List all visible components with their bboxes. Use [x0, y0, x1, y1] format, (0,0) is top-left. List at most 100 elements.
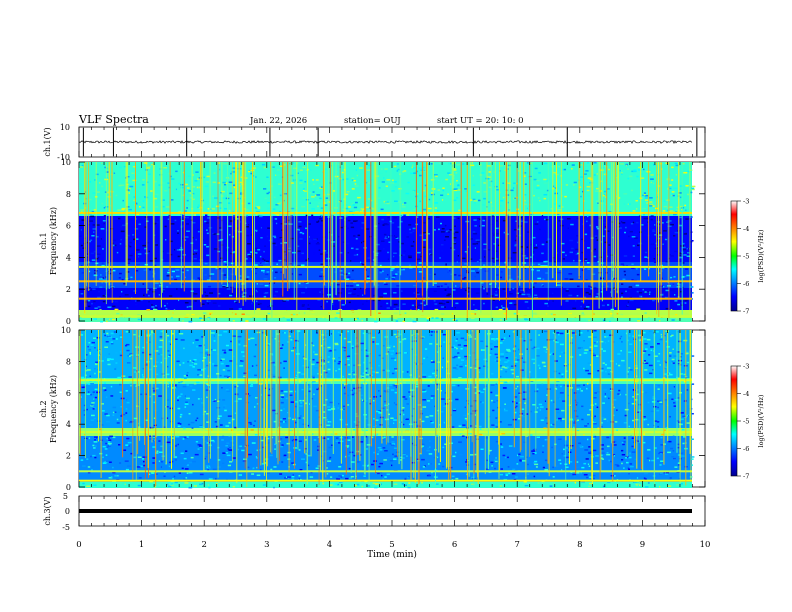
spectrogram-cell: [302, 166, 307, 169]
spectrogram-cell: [125, 344, 128, 347]
spectrogram-cell: [604, 241, 608, 244]
spectrogram-row: [79, 222, 692, 224]
spectrogram-cell: [344, 347, 347, 349]
spectrogram-cell: [248, 170, 251, 173]
spectrogram-cell: [636, 393, 639, 396]
spectrogram-cell: [149, 395, 151, 398]
spectrogram-streak: [201, 162, 203, 295]
spectrogram-cell: [452, 319, 456, 321]
spectrogram-cell: [568, 404, 572, 406]
spectrogram-cell: [643, 441, 646, 444]
spectrogram-cell: [119, 166, 122, 169]
spectrogram-cell: [135, 218, 137, 220]
spectrogram-cell: [239, 279, 243, 281]
spectrogram-cell: [119, 383, 122, 386]
spectrogram-streak: [160, 162, 162, 308]
spectrogram-cell: [574, 184, 576, 187]
spectrogram-cell: [245, 278, 249, 280]
spectrogram-cell: [387, 216, 390, 219]
spectrogram-cell: [609, 204, 612, 207]
spectrogram-cell: [153, 180, 157, 183]
spectrogram-cell: [376, 410, 380, 413]
spectrogram-cell: [386, 302, 389, 305]
spectrogram-cell: [249, 385, 254, 387]
spectrogram-cell: [470, 238, 473, 240]
spectrogram-cell: [491, 263, 494, 265]
spectrogram-cell: [112, 411, 115, 414]
spectrogram-cell: [342, 346, 345, 349]
spectrogram-cell: [186, 313, 190, 316]
spectrogram-cell: [467, 432, 472, 435]
spectrogram-cell: [391, 482, 394, 484]
spectrogram-cell: [560, 420, 562, 422]
spectrogram-cell: [490, 348, 493, 350]
spectrogram-cell: [430, 381, 433, 383]
spectrogram-cell: [586, 306, 590, 308]
spectrogram-cell: [373, 400, 375, 402]
spectrogram-cell: [670, 223, 674, 226]
spectrogram-cell: [586, 220, 588, 223]
spectrogram-cell: [146, 167, 151, 169]
spectrogram-cell: [387, 274, 389, 276]
spectrogram-cell: [302, 197, 306, 199]
spectrogram-cell: [331, 245, 335, 247]
spectrogram-cell: [661, 336, 663, 338]
spectrogram-cell: [188, 486, 193, 489]
spectrogram-cell: [268, 191, 271, 194]
spectrogram-cell: [391, 267, 395, 270]
spectrogram-cell: [292, 170, 295, 172]
spectrogram-cell: [136, 238, 139, 240]
spectrogram-row: [79, 232, 692, 234]
spectrogram-row: [79, 382, 692, 384]
spectrogram-cell: [290, 401, 294, 403]
spectrogram-cell: [339, 270, 343, 272]
spectrogram-cell: [250, 234, 252, 236]
spectrogram-cell: [671, 191, 675, 193]
spectrogram-cell: [153, 417, 156, 419]
spectrogram-cell: [616, 429, 618, 431]
spectrogram-cell: [177, 397, 179, 399]
spectrogram-cell: [346, 191, 350, 193]
spectrogram-cell: [547, 305, 549, 307]
spectrogram-cell: [376, 243, 380, 246]
spectrogram-cell: [337, 277, 340, 279]
spectrogram-cell: [188, 413, 191, 415]
spectrogram-cell: [313, 351, 315, 353]
spectrogram-cell: [678, 254, 682, 257]
spectrogram-cell: [137, 314, 141, 316]
spectrogram-cell: [79, 482, 82, 485]
spectrogram-cell: [393, 317, 398, 319]
spectrogram-cell: [683, 254, 687, 256]
spectrogram-cell: [575, 300, 577, 302]
spectrogram-cell: [202, 239, 204, 241]
spectrogram-cell: [188, 305, 193, 308]
spectrogram-cell: [593, 313, 595, 315]
spectrogram-cell: [323, 168, 327, 170]
spectrogram-row: [79, 368, 692, 370]
spectrogram-cell: [155, 452, 159, 454]
spectrogram-cell: [151, 472, 155, 474]
spectrogram-cell: [550, 338, 554, 341]
spectrogram-cell: [689, 231, 693, 233]
spectrogram-cell: [453, 189, 458, 192]
spectrogram-cell: [238, 341, 240, 343]
spectrogram-cell: [596, 187, 599, 190]
spectrogram-cell: [623, 441, 626, 443]
spectrogram-cell: [414, 485, 418, 487]
spectrogram-cell: [173, 309, 176, 311]
spectrogram-cell: [160, 361, 162, 364]
spectrogram-cell: [102, 387, 106, 389]
spectrogram-cell: [107, 335, 111, 338]
spectrogram-cell: [456, 364, 459, 367]
spectrogram-cell: [166, 417, 169, 419]
spectrogram-cell: [659, 338, 663, 341]
spectrogram-cell: [654, 447, 657, 449]
spectrogram-cell: [217, 466, 221, 468]
spectrogram-cell: [422, 399, 427, 401]
spectrogram-cell: [545, 438, 549, 441]
spectrogram-cell: [328, 195, 331, 197]
spectrogram-cell: [266, 271, 270, 273]
spectrogram-cell: [174, 387, 177, 389]
spectrogram-cell: [329, 349, 332, 352]
spectrogram-cell: [193, 359, 197, 361]
